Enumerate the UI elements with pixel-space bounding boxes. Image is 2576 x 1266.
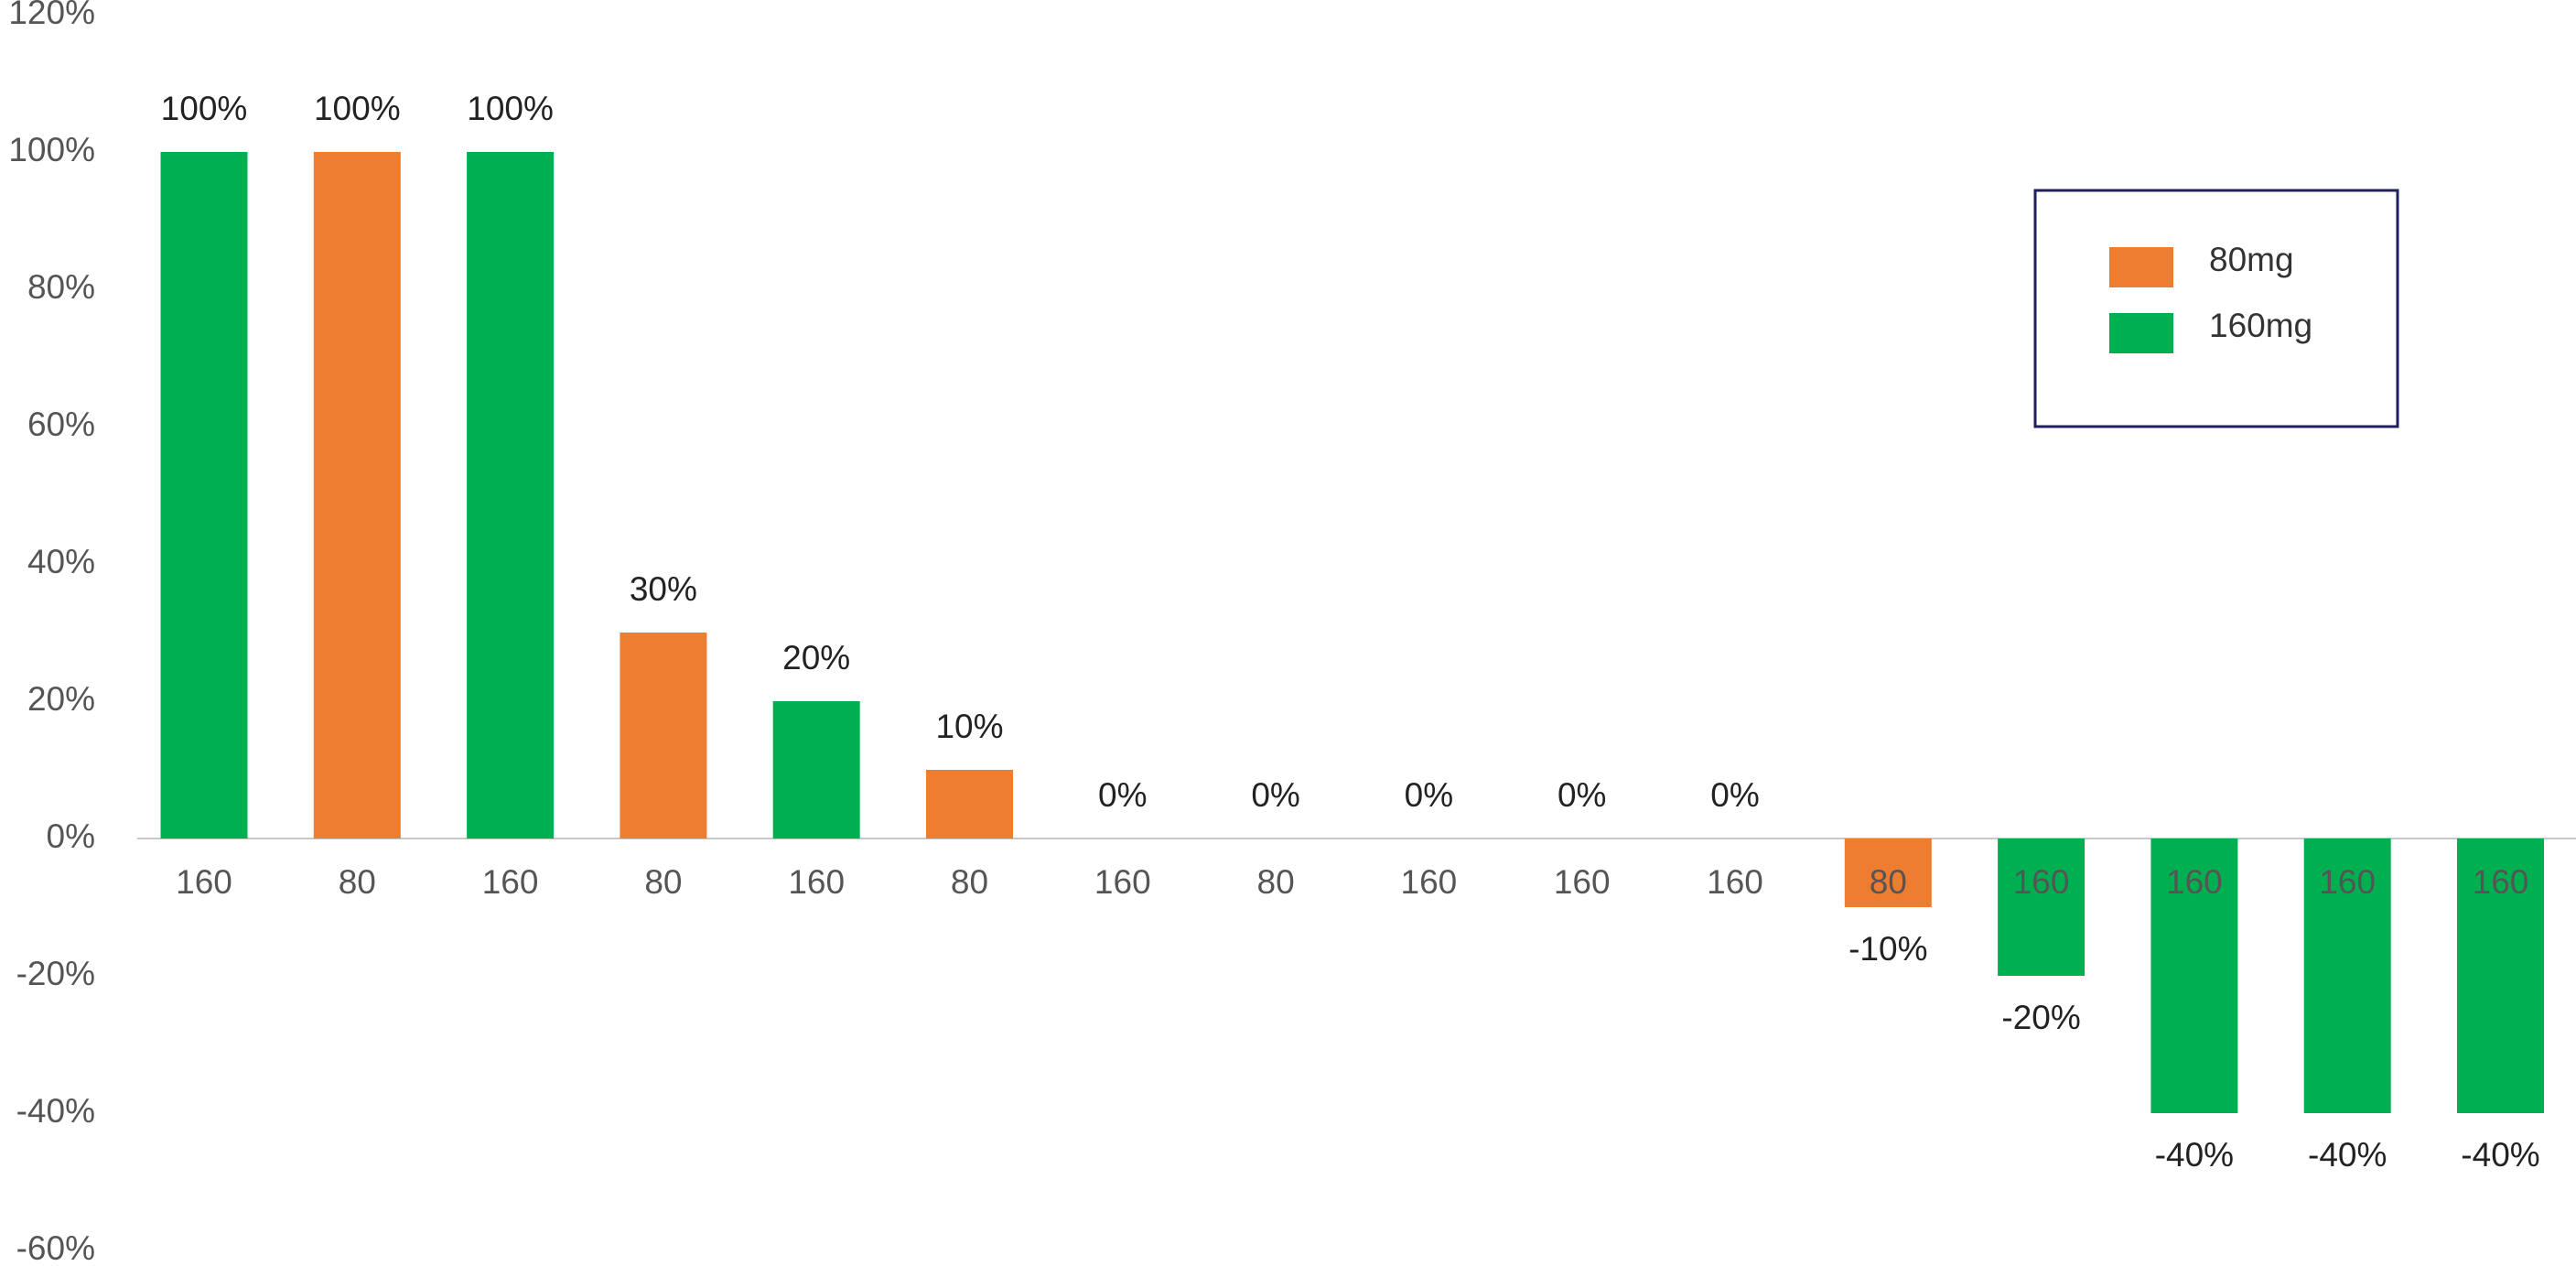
legend-label: 160mg [2209,307,2312,344]
data-label: 0% [1098,776,1147,814]
y-tick-label: 20% [27,680,95,718]
bar [2150,839,2238,1113]
x-tick-label: 80 [339,863,376,901]
bar [620,633,707,839]
data-label: 0% [1557,776,1606,814]
x-tick-label: 160 [2473,863,2529,901]
bar [1844,839,1932,907]
bar [1998,839,2086,976]
y-tick-label: -40% [16,1092,95,1130]
data-label: -40% [2461,1136,2539,1174]
legend-swatch [2109,247,2173,287]
x-tick-label: 160 [482,863,539,901]
bar [160,152,248,839]
legend-label: 80mg [2209,241,2294,278]
legend-swatch [2109,313,2173,353]
data-label: 30% [630,570,697,608]
data-label: 100% [467,90,554,127]
bar [467,152,555,839]
data-label: -20% [2001,999,2080,1036]
y-tick-label: 80% [27,268,95,306]
data-label: 10% [935,708,1003,745]
data-label: 0% [1405,776,1453,814]
bar [772,701,860,839]
x-tick-label: 160 [1707,863,1763,901]
data-label: -40% [2155,1136,2234,1174]
x-tick-label: 80 [644,863,682,901]
x-tick-label: 80 [1257,863,1295,901]
y-tick-label: 120% [8,0,95,31]
data-label: 100% [161,90,248,127]
data-label: 0% [1710,776,1759,814]
data-label: 100% [314,90,401,127]
data-label: 0% [1251,776,1299,814]
y-tick-label: -60% [16,1229,95,1266]
x-tick-label: 160 [1094,863,1151,901]
legend-box [2033,189,2399,428]
data-label: -40% [2308,1136,2387,1174]
bar [313,152,401,839]
x-tick-label: 160 [1401,863,1458,901]
y-tick-label: 100% [8,131,95,168]
x-tick-label: 160 [176,863,232,901]
data-label: -10% [1848,930,1927,968]
y-tick-label: 0% [47,817,95,855]
x-tick-label: 80 [951,863,988,901]
bar [926,770,1013,839]
bar [2457,839,2544,1113]
x-tick-label: 80 [1870,863,1907,901]
x-tick-label: 160 [2166,863,2223,901]
y-tick-label: 40% [27,543,95,580]
y-tick-label: -20% [16,955,95,992]
x-tick-label: 160 [2013,863,2070,901]
data-label: 20% [782,639,850,676]
bar [2303,839,2391,1113]
x-tick-label: 160 [1554,863,1611,901]
y-tick-label: 60% [27,406,95,443]
x-tick-label: 160 [2319,863,2376,901]
x-tick-label: 160 [788,863,845,901]
